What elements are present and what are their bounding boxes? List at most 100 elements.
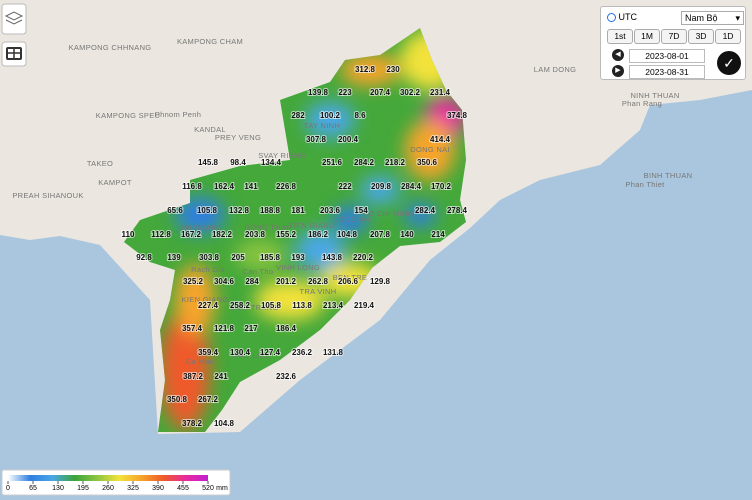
- station-value: 121.8: [214, 324, 235, 333]
- station-value: 217: [244, 324, 258, 333]
- prev-date[interactable]: ◀: [612, 49, 624, 61]
- station-value: 203.6: [320, 206, 341, 215]
- station-value: 131.8: [323, 348, 344, 357]
- place-label: KIEN GIANG: [182, 295, 229, 304]
- station-value: 140: [400, 230, 414, 239]
- station-value: 230: [386, 65, 400, 74]
- color-bar: [8, 475, 208, 481]
- station-value: 304.6: [214, 277, 235, 286]
- station-value: 132.8: [229, 206, 250, 215]
- station-value: 227.4: [198, 301, 219, 310]
- apply-button[interactable]: ✓: [717, 51, 741, 75]
- station-value: 207.4: [370, 88, 391, 97]
- period-button[interactable]: 1st: [607, 29, 633, 44]
- table-button[interactable]: [1, 41, 27, 67]
- legend-tick-label: 520: [202, 485, 214, 492]
- station-value: 170.2: [431, 182, 452, 191]
- station-value: 278.4: [447, 206, 468, 215]
- station-value: 350.6: [417, 158, 438, 167]
- start-date[interactable]: 2023-08-01: [629, 49, 705, 63]
- period-button[interactable]: 7D: [661, 29, 687, 44]
- station-value: 113.8: [292, 301, 312, 310]
- place-label: KAMPOT: [98, 178, 132, 187]
- station-value: 207.8: [370, 230, 391, 239]
- station-value: 188.8: [260, 206, 281, 215]
- legend-tick-label: 455: [177, 485, 189, 492]
- period-button[interactable]: 3D: [688, 29, 714, 44]
- station-value: 226.8: [276, 182, 297, 191]
- station-value: 303.8: [199, 253, 220, 262]
- station-value: 267.2: [198, 395, 219, 404]
- place-label: LAM DONG: [534, 65, 576, 74]
- layers-button[interactable]: [1, 3, 27, 35]
- legend-tick-label: 390: [152, 485, 164, 492]
- station-value: 92.8: [136, 253, 152, 262]
- station-value: 193: [291, 253, 305, 262]
- station-value: 104.8: [214, 419, 235, 428]
- station-value: 284.4: [401, 182, 422, 191]
- place-label: SOC TRANG: [231, 303, 278, 312]
- station-value: 65.6: [167, 206, 183, 215]
- station-value: 134.4: [261, 158, 282, 167]
- place-label: DONG NAI: [410, 145, 450, 154]
- station-value: 223: [338, 88, 352, 97]
- place-label: AN GIANG: [180, 223, 219, 232]
- place-label: PREY VENG: [215, 133, 261, 142]
- station-value: 105.8: [197, 206, 218, 215]
- station-value: 312.8: [355, 65, 376, 74]
- station-value: 116.8: [182, 182, 202, 191]
- station-value: 104.8: [337, 230, 358, 239]
- station-value: 350.8: [167, 395, 188, 404]
- station-value: 110: [122, 230, 135, 239]
- timezone-label: UTC: [618, 12, 638, 22]
- place-label: KAMPONG CHAM: [177, 37, 243, 46]
- station-value: 302.2: [400, 88, 421, 97]
- place-label: HO CHI MINH: [363, 209, 414, 218]
- station-value: 378.2: [182, 419, 203, 428]
- place-label: Can Tho: [243, 267, 274, 276]
- place-label: BINH THUAN: [644, 171, 693, 180]
- station-value: 219.4: [354, 301, 375, 310]
- legend: mm 0 65 130 195 260 325 390 455 520: [1, 469, 231, 496]
- legend-tick-label: 130: [52, 485, 64, 492]
- station-value: 307.8: [306, 135, 327, 144]
- station-value: 139: [167, 253, 181, 262]
- station-value: 130.4: [230, 348, 251, 357]
- period-button[interactable]: 1M: [634, 29, 660, 44]
- next-date[interactable]: ▶: [612, 65, 624, 77]
- timezone-radio[interactable]: UTC: [607, 12, 638, 23]
- station-value: 129.8: [370, 277, 391, 286]
- period-button[interactable]: 1D: [715, 29, 741, 44]
- station-value: 284: [245, 277, 259, 286]
- region-select[interactable]: Nam Bộ ▾: [681, 11, 744, 25]
- end-date[interactable]: 2023-08-31: [629, 65, 705, 79]
- station-value: 154: [354, 206, 368, 215]
- station-value: 218.2: [385, 158, 406, 167]
- station-value: 200.4: [338, 135, 359, 144]
- station-value: 282: [291, 111, 305, 120]
- station-value: 241: [214, 372, 228, 381]
- place-label: TAKEO: [87, 159, 113, 168]
- station-value: 262.8: [308, 277, 329, 286]
- station-value: 220.2: [353, 253, 374, 262]
- place-label: TAY NINH: [304, 121, 340, 130]
- station-value: 284.2: [354, 158, 375, 167]
- station-value: 414.4: [430, 135, 451, 144]
- station-value: 127.4: [260, 348, 281, 357]
- station-value: 141: [244, 182, 258, 191]
- station-value: 236.2: [292, 348, 313, 357]
- place-label: Ca Mau: [186, 357, 214, 366]
- place-label: TIEN GIANG: [289, 221, 335, 230]
- station-value: 374.8: [447, 111, 468, 120]
- station-value: 359.4: [198, 348, 219, 357]
- station-value: 186.2: [308, 230, 329, 239]
- place-label: Phnom Penh: [155, 110, 201, 119]
- station-value: 139.8: [308, 88, 329, 97]
- station-value: 222: [338, 182, 352, 191]
- station-value: 232.6: [276, 372, 297, 381]
- legend-tick-label: 325: [127, 485, 139, 492]
- legend-tick-label: 260: [102, 485, 114, 492]
